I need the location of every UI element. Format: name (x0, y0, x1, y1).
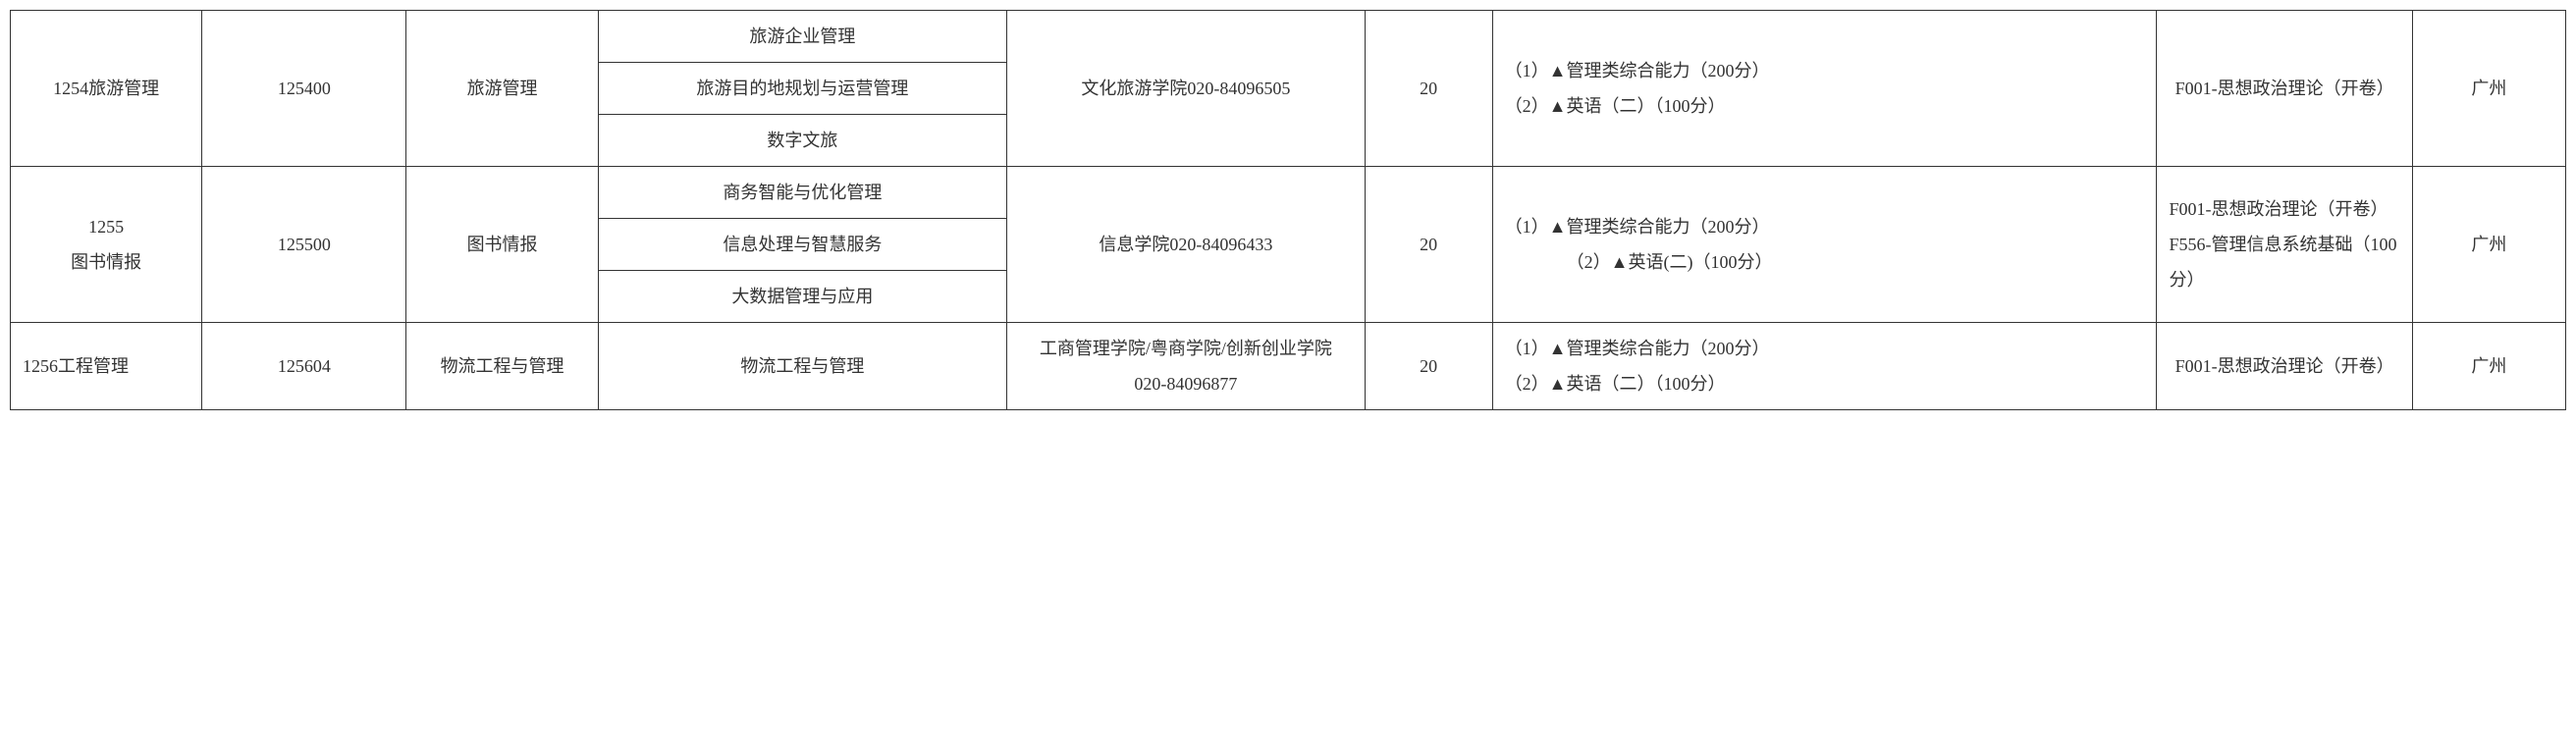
category-cell: 1255图书情报 (11, 167, 202, 323)
quota-cell: 20 (1365, 323, 1492, 410)
location-cell: 广州 (2412, 323, 2565, 410)
category-cell: 1254旅游管理 (11, 11, 202, 167)
quota-cell: 20 (1365, 167, 1492, 323)
direction-cell: 旅游目的地规划与运营管理 (598, 63, 1006, 115)
college-cell: 文化旅游学院020-84096505 (1007, 11, 1365, 167)
table-row: 1255图书情报 125500 图书情报 商务智能与优化管理 信息学院020-8… (11, 167, 2566, 219)
table-body: 1254旅游管理 125400 旅游管理 旅游企业管理 文化旅游学院020-84… (11, 11, 2566, 410)
location-cell: 广州 (2412, 167, 2565, 323)
exam-cell: （1）▲管理类综合能力（200分）（2）▲英语（二）（100分） (1492, 323, 2157, 410)
direction-cell: 旅游企业管理 (598, 11, 1006, 63)
exam-cell: （1）▲管理类综合能力（200分）（2）▲英语（二）（100分） (1492, 11, 2157, 167)
table-row: 1254旅游管理 125400 旅游管理 旅游企业管理 文化旅游学院020-84… (11, 11, 2566, 63)
code-cell: 125500 (202, 167, 406, 323)
direction-cell: 大数据管理与应用 (598, 271, 1006, 323)
direction-cell: 商务智能与优化管理 (598, 167, 1006, 219)
college-cell: 工商管理学院/粤商学院/创新创业学院020-84096877 (1007, 323, 1365, 410)
college-cell: 信息学院020-84096433 (1007, 167, 1365, 323)
major-cell: 物流工程与管理 (406, 323, 598, 410)
retest-cell: F001-思想政治理论（开卷） (2157, 11, 2412, 167)
direction-cell: 数字文旅 (598, 115, 1006, 167)
admissions-table: 1254旅游管理 125400 旅游管理 旅游企业管理 文化旅游学院020-84… (10, 10, 2566, 410)
retest-cell: F001-思想政治理论（开卷） (2157, 323, 2412, 410)
major-cell: 图书情报 (406, 167, 598, 323)
exam-cell: （1）▲管理类综合能力（200分） （2）▲英语(二)（100分） (1492, 167, 2157, 323)
direction-cell: 信息处理与智慧服务 (598, 219, 1006, 271)
code-cell: 125400 (202, 11, 406, 167)
direction-cell: 物流工程与管理 (598, 323, 1006, 410)
major-cell: 旅游管理 (406, 11, 598, 167)
code-cell: 125604 (202, 323, 406, 410)
retest-cell: F001-思想政治理论（开卷）F556-管理信息系统基础（100分） (2157, 167, 2412, 323)
table-row: 1256工程管理 125604 物流工程与管理 物流工程与管理 工商管理学院/粤… (11, 323, 2566, 410)
category-cell: 1256工程管理 (11, 323, 202, 410)
quota-cell: 20 (1365, 11, 1492, 167)
location-cell: 广州 (2412, 11, 2565, 167)
